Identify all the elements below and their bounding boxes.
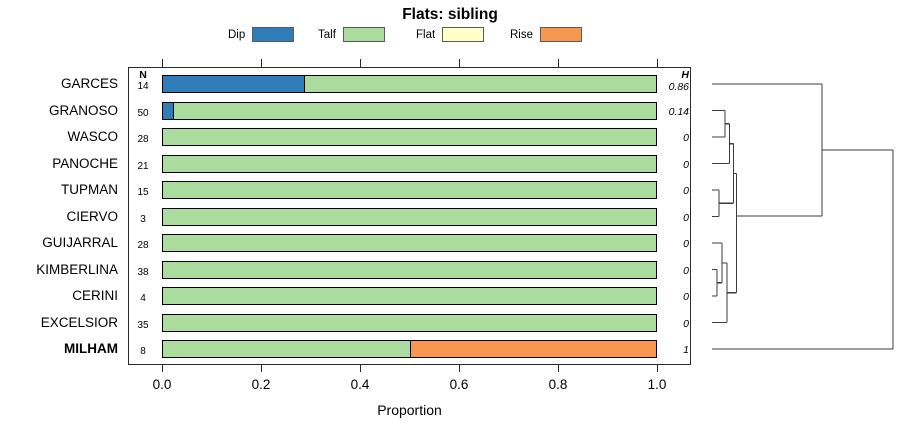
legend-item-rise: Rise [510,26,583,43]
bar-segment-rise [409,341,656,357]
stacked-bar-guijarral [162,234,657,252]
stacked-bar-garces [162,75,657,93]
axis-tick-bottom [360,365,361,372]
bar-segment-talf [163,261,656,278]
axis-tick-label: 0.0 [152,377,172,392]
n-value: 21 [137,160,149,172]
h-value: 0 [683,132,689,144]
stacked-bar-wasco [162,128,657,146]
stacked-bar-panoche [162,154,657,173]
bar-segment-talf [163,182,656,198]
bar-segment-talf [303,76,656,92]
stacked-bar-ciervo [162,207,657,226]
axis-tick-bottom [162,365,163,372]
bar-segment-talf [163,314,656,331]
row-label-guijarral: GUIJARRAL [42,235,118,250]
stacked-bar-tupman [162,181,657,199]
stacked-bar-milham [162,340,657,358]
row-label-tupman: TUPMAN [61,182,118,197]
h-value: 0 [683,317,689,330]
stacked-bar-granoso [162,101,657,120]
h-value: 0 [683,238,689,250]
axis-tick-top [657,59,658,67]
h-value-text: 0.86 [668,81,689,93]
axis-tick-top [162,59,163,67]
bar-segment-dip [163,76,304,92]
bar-segment-talf [163,129,656,145]
row-label-granoso: GRANOSO [48,102,118,118]
h-value: 0 [683,291,689,303]
legend-swatch-talf [342,27,385,42]
bar-segment-talf [163,208,656,225]
row-label-ciervo: CIERVO [66,208,118,224]
axis-tick-label: 0.8 [548,377,568,392]
n-column-header: N [139,69,147,81]
legend-item-talf: Talf [318,26,385,43]
row-label-panoche: PANOCHE [52,155,118,171]
bar-segment-talf [163,341,410,357]
n-value: N 14 [130,69,156,93]
axis-tick-bottom [261,365,262,372]
bar-segment-dip [163,102,173,119]
bar-segment-talf [163,235,656,251]
axis-tick-top [558,59,559,67]
bar-segment-talf [172,102,656,119]
axis-tick-bottom [657,365,658,372]
axis-tick-label: 0.6 [449,377,469,392]
axis-tick-label: 1.0 [647,377,667,392]
bar-segment-talf [163,288,656,304]
axis-tick-top [360,59,361,67]
legend-item-flat: Flat [416,26,485,43]
legend-item-dip: Dip [228,26,295,43]
n-value: 28 [137,240,149,251]
n-value: 35 [137,319,149,331]
legend-swatch-flat [442,27,485,42]
stacked-bar-cerini [162,287,657,305]
n-value: 50 [137,107,149,119]
row-label-wasco: WASCO [67,129,119,144]
legend-swatch-dip [252,27,295,42]
row-label-excelsior: EXCELSIOR [40,314,118,330]
h-value: 0 [683,211,689,224]
stacked-bar-excelsior [162,313,657,332]
legend-label: Dip [228,28,246,41]
axis-tick-label: 0.2 [251,377,271,392]
h-value: H 0.86 [645,69,689,93]
legend-label: Talf [318,28,336,41]
n-value: 15 [137,187,149,198]
h-value: 0 [683,185,689,197]
n-value: 8 [140,346,146,357]
row-label-garces: GARCES [60,76,118,91]
n-value: 38 [137,266,149,278]
n-value-text: 14 [137,81,149,92]
h-value: 0 [683,264,689,277]
n-value: 4 [140,293,146,304]
axis-tick-label: 0.4 [350,377,370,392]
axis-tick-bottom [558,365,559,372]
stacked-bar-kimberlina [162,260,657,279]
axis-tick-top [261,59,262,67]
chart-title: Flats: sibling [402,6,498,23]
h-value: 1 [683,344,689,356]
h-value: 0 [683,158,689,171]
n-value: 28 [137,134,149,145]
row-label-kimberlina: KIMBERLINA [36,261,118,277]
axis-tick-bottom [459,365,460,372]
axis-tick-top [459,59,460,67]
legend-label: Rise [510,28,534,41]
row-label-cerini: CERINI [72,288,118,303]
row-label-milham: MILHAM [64,341,118,356]
legend-label: Flat [416,28,436,41]
h-value: 0.14 [668,105,689,118]
h-column-header: H [681,69,689,81]
x-axis-title: Proportion [377,402,442,418]
bar-segment-talf [163,155,656,172]
legend-swatch-rise [540,27,583,42]
n-value: 3 [140,213,146,225]
